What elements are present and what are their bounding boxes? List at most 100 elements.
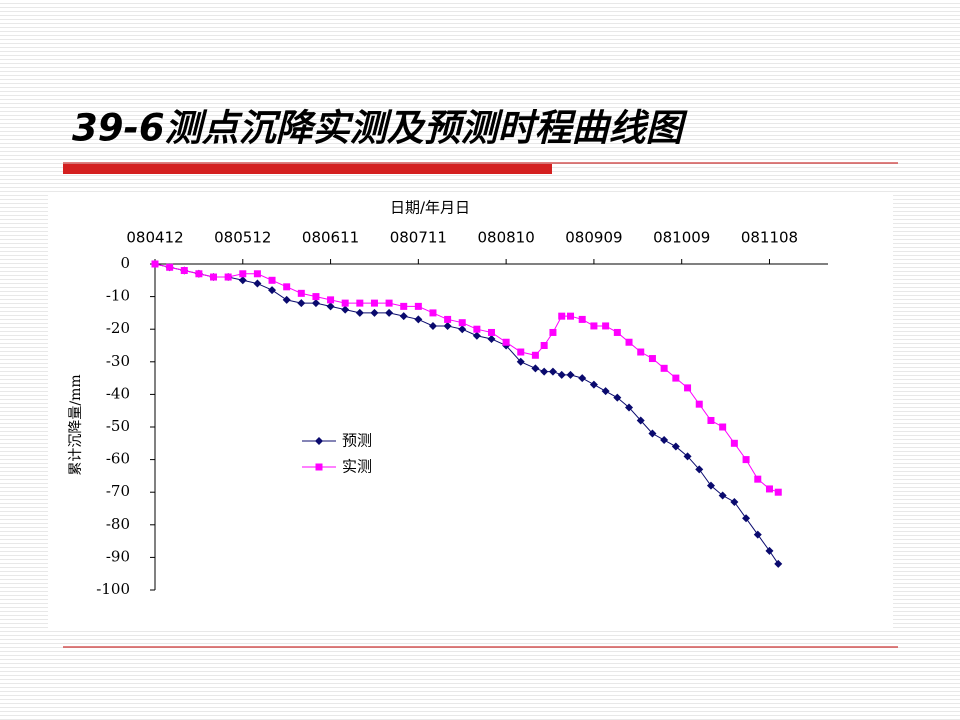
point bbox=[636, 416, 645, 425]
plot: 0 -10 -20 -30 -40 -50 -60 -70 -80 -90 -100 080412 08… bbox=[96, 229, 828, 598]
y-tick-label: -50 bbox=[106, 417, 130, 435]
title-bar bbox=[63, 164, 552, 174]
point bbox=[239, 270, 247, 278]
point bbox=[601, 387, 610, 396]
point bbox=[444, 315, 452, 323]
x-tick-label: 080711 bbox=[390, 229, 447, 247]
point bbox=[151, 260, 159, 268]
y-axis-label: 累计沉降量/mm bbox=[68, 374, 84, 475]
point bbox=[385, 308, 394, 317]
point bbox=[356, 299, 364, 307]
x-tick-label: 080810 bbox=[477, 229, 534, 247]
point bbox=[400, 302, 408, 310]
point bbox=[516, 357, 525, 366]
point bbox=[684, 384, 692, 392]
point bbox=[531, 364, 540, 373]
point bbox=[637, 348, 645, 356]
point bbox=[566, 370, 575, 379]
point bbox=[253, 270, 261, 278]
point bbox=[549, 328, 557, 336]
y-tick-label: -80 bbox=[106, 515, 130, 533]
point bbox=[531, 351, 539, 359]
point bbox=[558, 312, 566, 320]
point bbox=[774, 559, 783, 568]
point bbox=[297, 299, 306, 308]
point bbox=[517, 348, 525, 356]
point bbox=[487, 334, 496, 343]
point bbox=[774, 488, 782, 496]
point bbox=[180, 267, 188, 275]
point bbox=[166, 263, 174, 271]
point bbox=[283, 283, 291, 291]
point bbox=[730, 439, 738, 447]
point bbox=[557, 370, 566, 379]
point bbox=[355, 308, 364, 317]
y-tick-label: -30 bbox=[106, 352, 130, 370]
point bbox=[326, 302, 335, 311]
point bbox=[341, 299, 349, 307]
point bbox=[589, 380, 598, 389]
point bbox=[706, 481, 715, 490]
point bbox=[718, 491, 727, 500]
y-tick-label: -90 bbox=[106, 547, 130, 565]
y-tick-label: 0 bbox=[120, 254, 130, 272]
point bbox=[548, 367, 557, 376]
point bbox=[742, 514, 751, 523]
y-tick-label: -70 bbox=[106, 482, 130, 500]
x-tick-label: 080909 bbox=[565, 229, 622, 247]
point bbox=[502, 338, 510, 346]
point bbox=[765, 546, 774, 555]
point bbox=[742, 456, 750, 464]
point bbox=[488, 328, 495, 336]
point bbox=[719, 423, 727, 431]
point bbox=[414, 315, 423, 324]
point bbox=[613, 393, 622, 402]
legend-label: 预测 bbox=[342, 432, 372, 450]
x-tick-label: 080412 bbox=[126, 229, 183, 247]
point bbox=[428, 321, 437, 330]
y-tick-label: -10 bbox=[106, 287, 130, 305]
point bbox=[195, 270, 203, 278]
point bbox=[443, 321, 452, 330]
point bbox=[671, 442, 680, 451]
point bbox=[297, 289, 305, 297]
x-axis-label: 日期/年月日 bbox=[390, 199, 470, 217]
point bbox=[707, 416, 715, 424]
point bbox=[753, 530, 762, 539]
point bbox=[590, 322, 598, 330]
point bbox=[429, 309, 437, 317]
point bbox=[385, 299, 393, 307]
point bbox=[282, 295, 291, 304]
y-tick-label: -100 bbox=[96, 580, 130, 598]
point bbox=[754, 475, 762, 483]
point bbox=[683, 452, 692, 461]
point bbox=[695, 465, 704, 474]
point bbox=[341, 305, 350, 314]
point bbox=[253, 279, 262, 288]
x-tick-label: 080512 bbox=[214, 229, 271, 247]
legend-marker bbox=[315, 463, 323, 471]
point bbox=[695, 400, 703, 408]
y-tick-label: -40 bbox=[106, 384, 130, 402]
point bbox=[765, 485, 773, 493]
point bbox=[312, 293, 320, 301]
point bbox=[540, 342, 548, 349]
point bbox=[268, 286, 277, 295]
legend-label: 实测 bbox=[342, 458, 372, 476]
point bbox=[567, 312, 575, 320]
point bbox=[224, 273, 232, 281]
point bbox=[578, 315, 586, 323]
point bbox=[540, 367, 549, 376]
point bbox=[660, 436, 669, 445]
y-tick-label: -20 bbox=[106, 319, 130, 337]
point bbox=[370, 308, 379, 317]
point bbox=[458, 325, 467, 334]
point bbox=[660, 364, 668, 372]
point bbox=[399, 312, 408, 321]
point bbox=[268, 276, 276, 284]
x-tick-label: 081108 bbox=[741, 229, 798, 247]
point bbox=[625, 403, 634, 412]
x-tick-label: 081009 bbox=[653, 229, 710, 247]
